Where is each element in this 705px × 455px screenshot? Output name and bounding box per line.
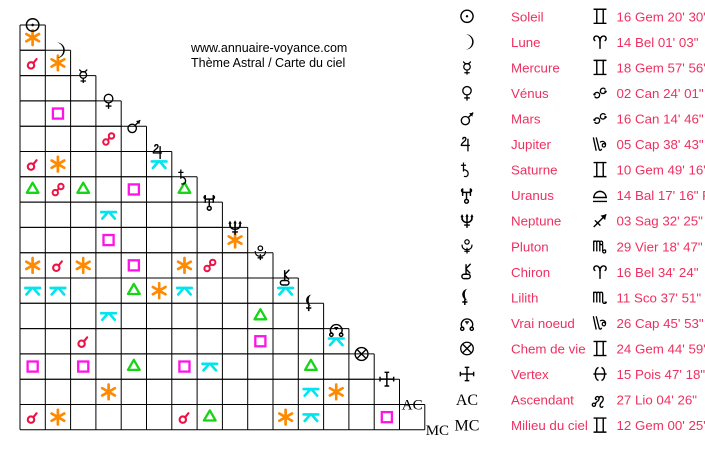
svg-text:MC: MC	[426, 423, 449, 439]
svg-text:11 Sco 37' 51": 11 Sco 37' 51"	[617, 290, 702, 305]
svg-text:03 Sag 32' 25" R: 03 Sag 32' 25" R	[617, 214, 705, 229]
svg-text:AC: AC	[456, 392, 478, 409]
svg-text:14 Bel 01' 03": 14 Bel 01' 03"	[617, 35, 699, 50]
svg-text:05 Cap 38' 43" R: 05 Cap 38' 43" R	[617, 137, 705, 152]
svg-text:15 Pois 47' 18": 15 Pois 47' 18"	[617, 367, 705, 382]
svg-text:27 Lio 04' 26": 27 Lio 04' 26"	[617, 393, 698, 408]
svg-text:16 Can 14' 46": 16 Can 14' 46"	[617, 112, 704, 127]
svg-text:16 Gem 20' 30": 16 Gem 20' 30"	[617, 9, 705, 24]
svg-text:AC: AC	[402, 398, 423, 414]
svg-text:14 Bal 17' 16" R: 14 Bal 17' 16" R	[617, 188, 705, 203]
svg-text:Ascendant: Ascendant	[511, 393, 574, 408]
svg-text:Chiron: Chiron	[511, 265, 550, 280]
svg-text:Jupiter: Jupiter	[511, 137, 551, 152]
svg-text:Uranus: Uranus	[511, 188, 554, 203]
svg-text:www.annuaire-voyance.com: www.annuaire-voyance.com	[190, 41, 347, 55]
svg-text:Vénus: Vénus	[511, 86, 549, 101]
svg-text:Thème Astral / Carte du ciel: Thème Astral / Carte du ciel	[191, 56, 345, 70]
svg-text:12 Gem 00' 25": 12 Gem 00' 25"	[617, 418, 705, 433]
svg-text:Vertex: Vertex	[511, 367, 549, 382]
svg-text:Saturne: Saturne	[511, 163, 558, 178]
svg-text:Mercure: Mercure	[511, 60, 560, 75]
svg-text:26 Cap 45' 53" R: 26 Cap 45' 53" R	[617, 316, 705, 331]
svg-text:02 Can 24' 01" R: 02 Can 24' 01" R	[617, 86, 705, 101]
svg-text:Chem de vie: Chem de vie	[511, 342, 586, 357]
svg-text:Milieu du ciel: Milieu du ciel	[511, 418, 588, 433]
svg-text:Soleil: Soleil	[511, 9, 544, 24]
svg-text:16 Bel 34' 24": 16 Bel 34' 24"	[617, 265, 699, 280]
svg-text:Lune: Lune	[511, 35, 541, 50]
svg-text:Neptune: Neptune	[511, 214, 561, 229]
svg-text:29 Vier 18' 47" R: 29 Vier 18' 47" R	[617, 239, 705, 254]
svg-text:MC: MC	[455, 418, 480, 435]
svg-text:24 Gem 44' 59": 24 Gem 44' 59"	[617, 342, 705, 357]
svg-text:Vrai noeud: Vrai noeud	[511, 316, 575, 331]
svg-text:Pluton: Pluton	[511, 239, 549, 254]
svg-text:18 Gem 57' 56": 18 Gem 57' 56"	[617, 60, 705, 75]
svg-text:Lilith: Lilith	[511, 290, 538, 305]
svg-text:Mars: Mars	[511, 112, 541, 127]
svg-text:10 Gem 49' 16": 10 Gem 49' 16"	[617, 163, 705, 178]
